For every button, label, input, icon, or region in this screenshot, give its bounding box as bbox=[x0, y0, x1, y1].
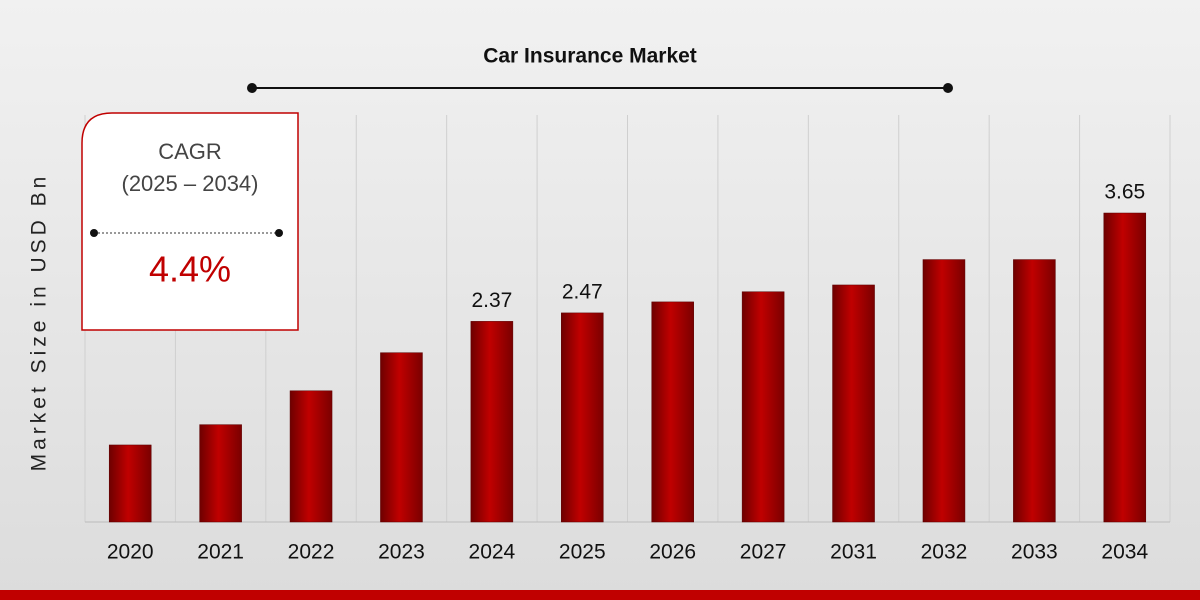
cagr-value: 4.4% bbox=[149, 249, 231, 290]
x-tick-label: 2022 bbox=[288, 541, 335, 564]
x-tick-label: 2020 bbox=[107, 541, 154, 564]
bar bbox=[1103, 212, 1147, 523]
x-tick-label: 2027 bbox=[740, 541, 787, 564]
bar bbox=[651, 301, 694, 523]
bar bbox=[380, 352, 423, 523]
value-label: 3.65 bbox=[1104, 181, 1145, 204]
y-axis-label: Market Size in USD Bn bbox=[28, 173, 51, 472]
bar bbox=[922, 259, 966, 523]
bar bbox=[199, 424, 242, 523]
x-tick-label: 2032 bbox=[921, 541, 968, 564]
x-tick-label: 2033 bbox=[1011, 541, 1058, 564]
x-tick-label: 2031 bbox=[830, 541, 877, 564]
value-label: 2.37 bbox=[471, 289, 512, 312]
bar bbox=[108, 444, 152, 523]
bar bbox=[1013, 259, 1056, 523]
cagr-box bbox=[81, 112, 299, 331]
value-label: 2.47 bbox=[562, 280, 603, 303]
bar bbox=[832, 284, 875, 523]
x-tick-label: 2021 bbox=[197, 541, 244, 564]
cagr-period: (2025 – 2034) bbox=[122, 171, 259, 196]
bar bbox=[289, 390, 333, 523]
x-tick-label: 2024 bbox=[469, 541, 516, 564]
cagr-dot bbox=[90, 229, 98, 237]
bar bbox=[561, 312, 604, 523]
bar bbox=[470, 321, 514, 523]
cagr-label: CAGR bbox=[158, 139, 222, 164]
plot-area: 2020 2021 2022 2023 2024 2.37 2025 2.47 2026 2027… bbox=[84, 115, 1171, 564]
x-tick-label: 2034 bbox=[1101, 541, 1148, 564]
rule-dot bbox=[943, 83, 953, 93]
rule-dot bbox=[247, 83, 257, 93]
cagr-dot bbox=[275, 229, 283, 237]
bar bbox=[741, 291, 785, 523]
x-tick-label: 2026 bbox=[649, 541, 696, 564]
x-tick-label: 2023 bbox=[378, 541, 425, 564]
x-tick-label: 2025 bbox=[559, 541, 606, 564]
bottom-band bbox=[0, 590, 1200, 600]
chart-title: Car Insurance Market bbox=[483, 45, 697, 68]
